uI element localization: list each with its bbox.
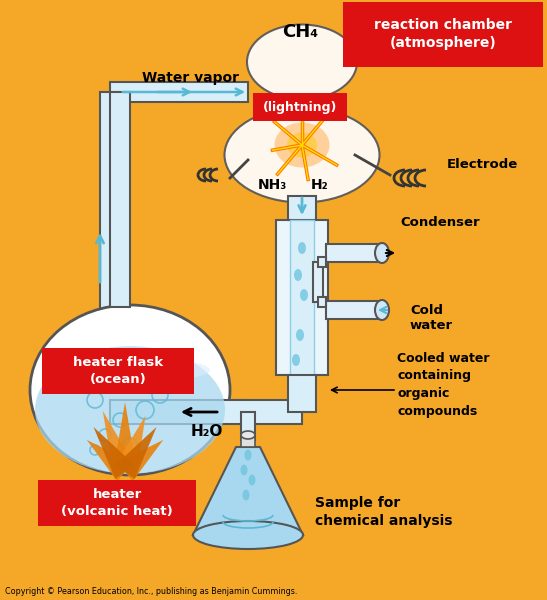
Ellipse shape [287,133,317,157]
Ellipse shape [300,289,308,301]
FancyBboxPatch shape [42,348,194,394]
Text: H₂O: H₂O [191,425,223,439]
Ellipse shape [35,346,225,474]
Polygon shape [115,427,156,479]
Text: Cooled water
containing
organic
compounds: Cooled water containing organic compound… [397,352,490,419]
Ellipse shape [241,431,255,439]
Text: reaction chamber
(atmosphere): reaction chamber (atmosphere) [374,18,512,50]
Ellipse shape [242,490,249,500]
Text: Electrode: Electrode [447,158,518,172]
Polygon shape [103,411,136,476]
Polygon shape [288,375,316,412]
Polygon shape [193,447,303,535]
Text: H₂: H₂ [311,178,329,192]
Text: Water vapor: Water vapor [142,71,238,85]
Polygon shape [318,257,326,267]
Ellipse shape [296,329,304,341]
Polygon shape [318,297,326,307]
Ellipse shape [193,521,303,549]
Text: (lightning): (lightning) [263,101,337,115]
Ellipse shape [275,122,329,167]
Ellipse shape [375,243,389,263]
FancyBboxPatch shape [253,93,347,121]
Polygon shape [114,416,146,476]
Bar [241,435,255,447]
Text: heater
(volcanic heat): heater (volcanic heat) [61,488,173,518]
Polygon shape [241,412,255,440]
Polygon shape [110,92,130,307]
Ellipse shape [248,475,255,485]
Text: Sample for
chemical analysis: Sample for chemical analysis [315,496,452,528]
Ellipse shape [224,107,380,202]
Polygon shape [100,92,120,410]
Polygon shape [86,440,133,481]
Polygon shape [313,262,323,302]
Polygon shape [110,400,302,424]
Ellipse shape [30,305,230,475]
Polygon shape [288,196,316,220]
Polygon shape [290,220,314,375]
Polygon shape [94,427,135,479]
Text: heater flask
(ocean): heater flask (ocean) [73,356,163,386]
Text: Condenser: Condenser [400,215,480,229]
FancyBboxPatch shape [343,2,543,67]
Polygon shape [326,301,380,319]
Polygon shape [276,220,328,375]
Ellipse shape [245,449,252,461]
Polygon shape [110,400,245,420]
Text: CH₄: CH₄ [282,23,318,41]
Ellipse shape [292,354,300,366]
Ellipse shape [294,269,302,281]
Ellipse shape [247,25,357,100]
Text: NH₃: NH₃ [258,178,287,192]
Ellipse shape [241,464,247,475]
Text: Copyright © Pearson Education, Inc., publishing as Benjamin Cummings.: Copyright © Pearson Education, Inc., pub… [5,587,298,596]
Polygon shape [326,244,380,262]
Polygon shape [110,82,248,102]
Polygon shape [117,440,164,481]
Polygon shape [113,402,137,472]
Ellipse shape [298,242,306,254]
Ellipse shape [375,300,389,320]
FancyBboxPatch shape [38,480,196,526]
Text: Cold
water: Cold water [410,304,453,332]
Ellipse shape [50,358,210,383]
